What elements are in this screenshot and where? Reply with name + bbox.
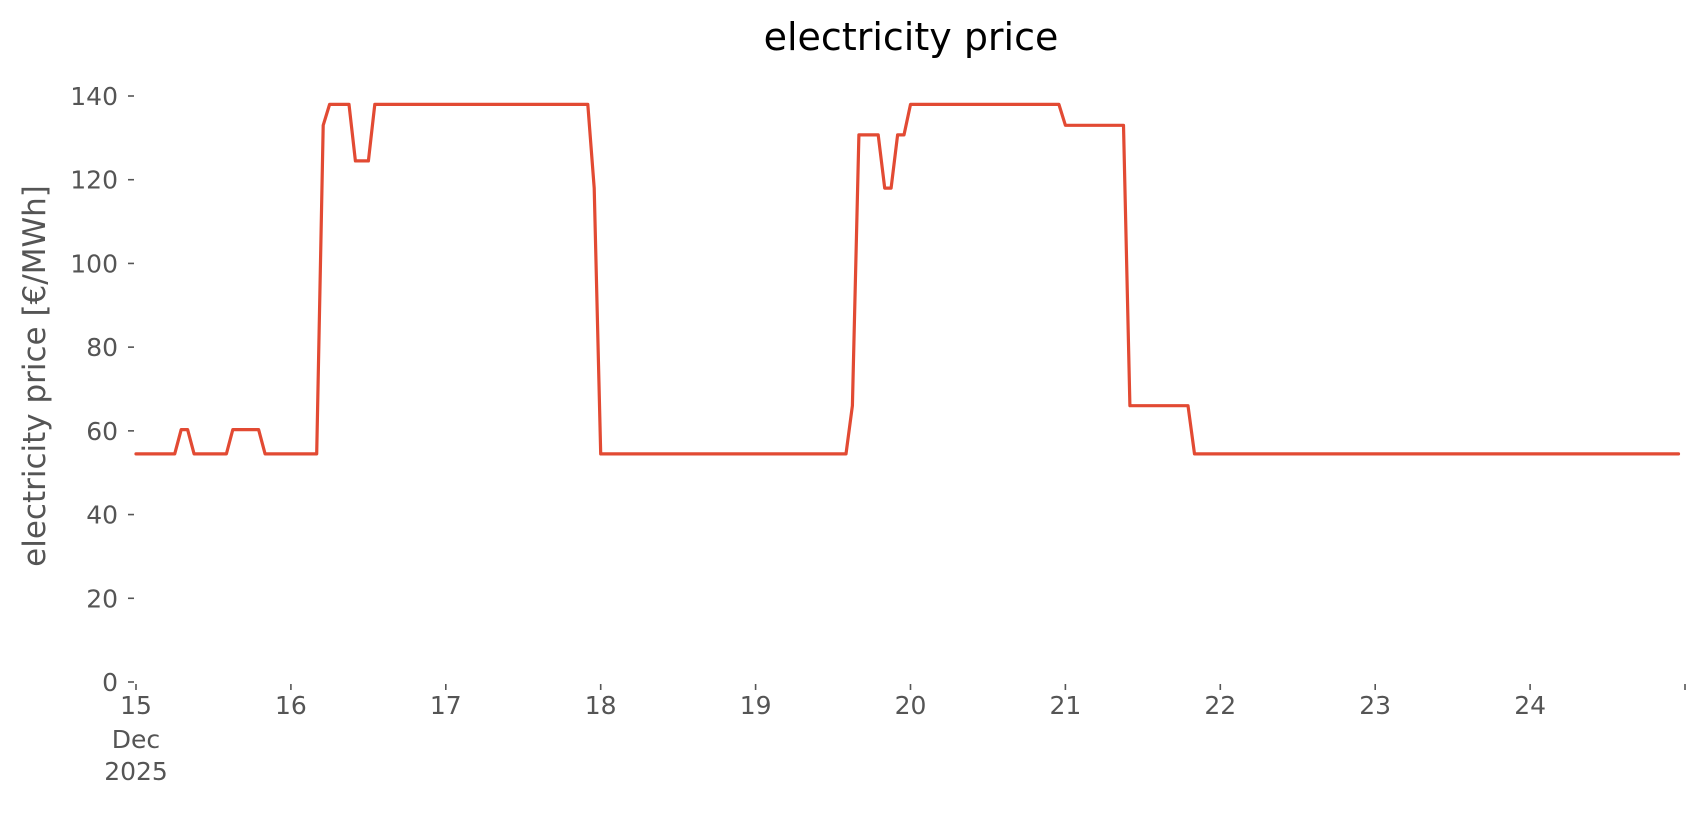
y-tick-label: 20 xyxy=(86,584,118,613)
y-tick-label: 0 xyxy=(102,668,118,697)
x-axis: 15 Dec 2025 16 17 18 19 20 21 22 23 24 xyxy=(104,684,1686,786)
x-tick-label: 21 xyxy=(1049,691,1081,720)
x-tick-label: 18 xyxy=(585,691,617,720)
plot-area xyxy=(134,102,1681,456)
x-tick-label: 24 xyxy=(1514,691,1546,720)
x-tick-label: 19 xyxy=(740,691,772,720)
y-tick-label: 80 xyxy=(86,333,118,362)
x-tick-sublabel: Dec xyxy=(112,725,160,754)
chart-title: electricity price xyxy=(764,15,1059,59)
x-tick-sublabel: 2025 xyxy=(104,757,168,786)
y-tick-label: 40 xyxy=(86,501,118,530)
x-tick-label: 17 xyxy=(430,691,462,720)
y-tick-label: 140 xyxy=(70,82,118,111)
y-axis-label: electricity price [€/MWh] xyxy=(17,185,53,567)
x-tick-label: 20 xyxy=(895,691,927,720)
x-tick-label: 15 xyxy=(120,691,152,720)
y-tick-label: 100 xyxy=(70,249,118,278)
y-tick-label: 120 xyxy=(70,166,118,195)
y-axis: 0 20 40 60 80 100 120 140 xyxy=(70,82,134,697)
y-tick-label: 60 xyxy=(86,417,118,446)
series-line xyxy=(134,102,1681,456)
x-tick-label: 16 xyxy=(275,691,307,720)
x-tick-label: 22 xyxy=(1204,691,1236,720)
x-tick-label: 23 xyxy=(1359,691,1391,720)
